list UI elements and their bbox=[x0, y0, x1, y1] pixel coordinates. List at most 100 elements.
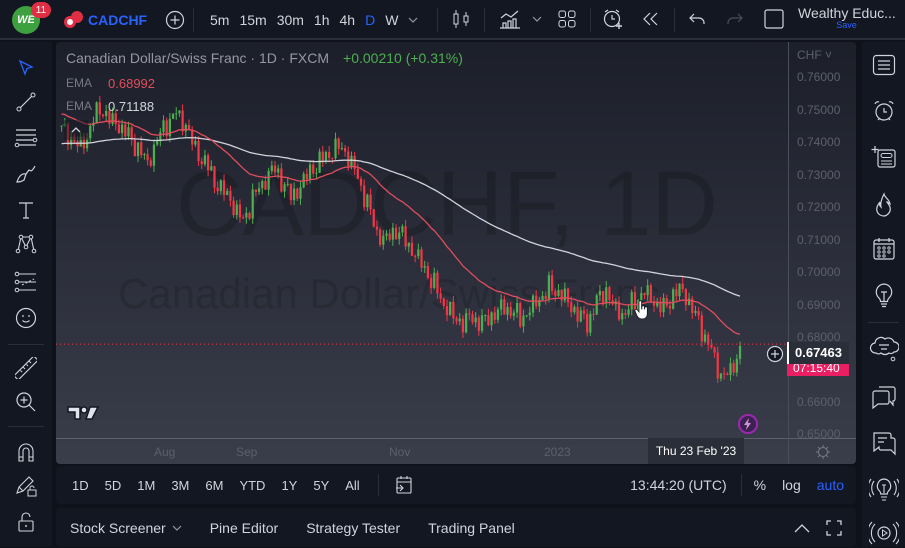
chart-type-button[interactable] bbox=[450, 0, 472, 39]
calendar-button[interactable] bbox=[869, 234, 899, 264]
hotlists-button[interactable] bbox=[869, 190, 899, 220]
create-alert-button[interactable] bbox=[601, 0, 625, 39]
events-marker[interactable] bbox=[738, 414, 758, 434]
alarm-plus-icon bbox=[603, 9, 622, 29]
range-5d[interactable]: 5D bbox=[104, 477, 122, 493]
range-ytd[interactable]: YTD bbox=[239, 477, 266, 493]
currency-selector[interactable]: CHF ˅ bbox=[797, 48, 833, 62]
notification-badge: 11 bbox=[31, 2, 51, 18]
interval-w[interactable]: W bbox=[385, 12, 399, 28]
auto-scale-toggle[interactable]: auto bbox=[816, 477, 844, 493]
notifications-button[interactable] bbox=[869, 428, 899, 458]
percent-scale-toggle[interactable]: % bbox=[753, 477, 767, 493]
chats-button[interactable] bbox=[869, 382, 899, 412]
range-5y[interactable]: 5Y bbox=[313, 477, 330, 493]
interval-5m[interactable]: 5m bbox=[210, 12, 230, 28]
tab-label: Stock Screener bbox=[70, 519, 166, 536]
pattern-tool[interactable] bbox=[12, 230, 40, 258]
bar-countdown: 07:15:40 bbox=[787, 360, 849, 376]
ema-slow-legend[interactable]: EMA 0.71188 bbox=[66, 99, 154, 114]
maximize-panel-button[interactable] bbox=[820, 519, 856, 536]
thought-cloud-icon bbox=[869, 336, 899, 362]
trend-line-icon bbox=[16, 92, 36, 112]
ideas-button[interactable] bbox=[869, 280, 899, 310]
fullscreen-icon bbox=[826, 519, 842, 536]
tradingview-logo[interactable] bbox=[66, 404, 100, 422]
magnet-tool[interactable] bbox=[12, 438, 40, 466]
alerts-button[interactable] bbox=[869, 96, 899, 126]
interval-15m[interactable]: 15m bbox=[239, 12, 267, 28]
price-label: 0.75000 bbox=[797, 103, 841, 117]
object-tree-button[interactable] bbox=[869, 142, 899, 172]
range-1m[interactable]: 1M bbox=[137, 477, 156, 493]
range-6m[interactable]: 6M bbox=[205, 477, 224, 493]
indicators-button[interactable] bbox=[498, 0, 522, 39]
time-axis[interactable]: Aug Sep Nov 2023 bbox=[56, 438, 788, 464]
streams-button[interactable] bbox=[869, 518, 899, 548]
layout-name-menu[interactable]: Wealthy Educ... Save bbox=[798, 5, 903, 30]
chart-settings-button[interactable] bbox=[789, 438, 856, 464]
brush-tool[interactable] bbox=[12, 160, 40, 188]
play-broadcast-icon bbox=[869, 521, 899, 545]
interval-1h[interactable]: 1h bbox=[313, 12, 330, 28]
indicators-dropdown[interactable] bbox=[530, 0, 544, 39]
tab-stock-screener[interactable]: Stock Screener bbox=[56, 520, 196, 536]
divider bbox=[437, 8, 438, 32]
replay-button[interactable] bbox=[640, 0, 662, 39]
candlestick-series bbox=[56, 96, 788, 383]
chart-legend: Canadian Dollar/Swiss Franc · 1D · FXCM … bbox=[66, 50, 463, 66]
tab-trading-panel[interactable]: Trading Panel bbox=[414, 520, 529, 536]
interval-dropdown[interactable] bbox=[403, 0, 423, 40]
zoom-in-tool[interactable] bbox=[12, 388, 40, 416]
interval-d[interactable]: D bbox=[365, 12, 376, 28]
date-range-bar: 1D 5D 1M 3M 6M YTD 1Y 5Y All 13:44:20 (U… bbox=[56, 466, 856, 504]
price-label: 0.72000 bbox=[797, 200, 841, 214]
fullscreen-toggle-button[interactable] bbox=[762, 0, 786, 39]
price-axis[interactable]: CHF ˅ 0.76000 0.75000 0.74000 0.73000 0.… bbox=[788, 42, 856, 464]
text-tool[interactable] bbox=[12, 196, 40, 224]
idea-streams-button[interactable] bbox=[869, 474, 899, 504]
ema-label: EMA bbox=[66, 76, 93, 90]
watchlist-button[interactable] bbox=[869, 50, 899, 80]
lock-all-tool[interactable] bbox=[12, 508, 40, 536]
minds-button[interactable] bbox=[869, 334, 899, 364]
timezone-clock[interactable]: 13:44:20 (UTC) bbox=[630, 477, 727, 493]
log-scale-toggle[interactable]: log bbox=[782, 477, 801, 493]
tab-strategy-tester[interactable]: Strategy Tester bbox=[292, 520, 414, 536]
undo-button[interactable] bbox=[686, 0, 708, 39]
interval-30m[interactable]: 30m bbox=[276, 12, 304, 28]
divider bbox=[377, 474, 379, 496]
chart-pane[interactable]: CADCHF, 1D Canadian Dollar/Swiss Franc C… bbox=[56, 42, 856, 464]
trend-line-tool[interactable] bbox=[12, 88, 40, 116]
expand-panel-button[interactable] bbox=[784, 523, 820, 533]
add-alert-plus-button[interactable] bbox=[766, 345, 784, 363]
divider bbox=[193, 8, 194, 32]
range-1d[interactable]: 1D bbox=[72, 477, 89, 493]
calendar-goto-icon bbox=[395, 476, 412, 494]
tab-label: Strategy Tester bbox=[306, 519, 401, 536]
lock-drawings-tool[interactable] bbox=[12, 472, 40, 500]
fib-retracement-tool[interactable] bbox=[12, 124, 40, 152]
ema-fast-legend[interactable]: EMA 0.68992 bbox=[66, 76, 155, 91]
time-label: Aug bbox=[154, 445, 176, 459]
compare-symbol-button[interactable] bbox=[164, 0, 186, 40]
symbol-search-button[interactable]: CADCHF bbox=[64, 0, 147, 40]
interval-4h[interactable]: 4h bbox=[339, 12, 356, 28]
range-3m[interactable]: 3M bbox=[171, 477, 190, 493]
save-button[interactable]: Save bbox=[836, 20, 857, 30]
cursor-tool[interactable] bbox=[12, 54, 40, 82]
tab-pine-editor[interactable]: Pine Editor bbox=[196, 520, 292, 536]
range-1y[interactable]: 1Y bbox=[281, 477, 298, 493]
square-icon bbox=[764, 9, 784, 29]
range-all[interactable]: All bbox=[345, 477, 360, 493]
plus-circle-icon bbox=[165, 10, 185, 30]
redo-button[interactable] bbox=[724, 0, 746, 39]
emoji-tool[interactable] bbox=[12, 304, 40, 332]
collapse-legend-button[interactable] bbox=[64, 120, 88, 140]
price-label: 0.76000 bbox=[797, 70, 841, 84]
prediction-tool[interactable] bbox=[12, 268, 40, 296]
time-label: Nov bbox=[389, 445, 411, 459]
go-to-date-button[interactable] bbox=[389, 475, 419, 495]
layout-button[interactable] bbox=[556, 0, 578, 39]
measure-tool[interactable] bbox=[12, 354, 40, 382]
